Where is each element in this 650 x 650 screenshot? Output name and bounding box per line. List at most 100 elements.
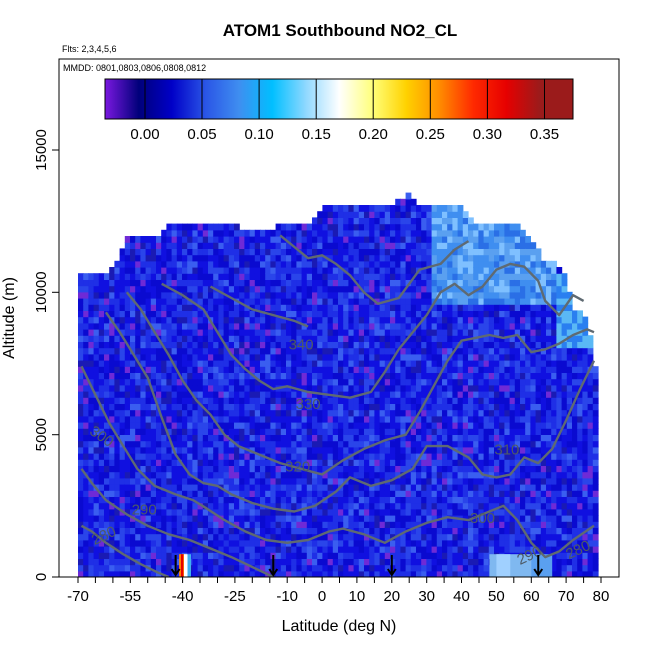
heatmap-cell: [483, 484, 490, 491]
heatmap-cell: [275, 366, 282, 373]
heatmap-cell: [296, 242, 303, 249]
heatmap-cell: [488, 291, 495, 299]
heatmap-cell: [332, 242, 339, 249]
heatmap-cell: [171, 248, 178, 256]
heatmap-cell: [499, 453, 505, 460]
heatmap-cell: [208, 453, 214, 460]
heatmap-cell: [457, 279, 464, 287]
heatmap-cell: [358, 564, 365, 572]
heatmap-cell: [98, 391, 105, 398]
heatmap-cell: [228, 384, 235, 392]
heatmap-cell: [447, 397, 453, 404]
heatmap-cell: [374, 254, 381, 262]
heatmap-cell: [223, 558, 230, 566]
heatmap-cell: [161, 515, 167, 522]
heatmap-cell: [379, 378, 386, 386]
heatmap-cell: [338, 341, 344, 349]
heatmap-cell: [468, 459, 474, 466]
heatmap-cell: [228, 291, 235, 299]
heatmap-cell: [317, 552, 323, 559]
heatmap-cell: [374, 397, 381, 404]
heatmap-cell: [494, 347, 500, 355]
heatmap-cell: [405, 440, 412, 448]
heatmap-cell: [296, 341, 303, 349]
heatmap-cell: [161, 477, 167, 485]
heatmap-cell: [114, 378, 121, 386]
heatmap-cell: [468, 360, 474, 367]
heatmap-cell: [223, 322, 230, 330]
heatmap-cell: [509, 335, 516, 342]
heatmap-cell: [202, 521, 209, 528]
heatmap-cell: [364, 570, 370, 577]
heatmap-cell: [390, 484, 396, 491]
heatmap-cell: [306, 403, 313, 411]
heatmap-cell: [452, 465, 459, 473]
heatmap-cell: [421, 428, 427, 435]
heatmap-cell: [379, 527, 386, 535]
heatmap-cell: [265, 465, 271, 473]
heatmap-cell: [364, 248, 370, 256]
heatmap-cell: [109, 335, 115, 342]
heatmap-cell: [457, 409, 464, 417]
heatmap-cell: [499, 403, 505, 411]
heatmap-cell: [525, 397, 531, 404]
heatmap-cell: [213, 539, 219, 547]
heatmap-cell: [218, 372, 225, 380]
heatmap-cell: [509, 490, 516, 497]
heatmap-cell: [410, 310, 417, 318]
heatmap-cell: [234, 564, 240, 572]
heatmap-cell: [504, 409, 511, 417]
heatmap-cell: [338, 291, 344, 299]
heatmap-cell: [192, 347, 199, 355]
heatmap-cell: [327, 335, 334, 342]
heatmap-cell: [369, 341, 375, 349]
heatmap-cell: [301, 353, 308, 361]
heatmap-cell: [426, 285, 433, 293]
heatmap-cell: [405, 242, 412, 249]
heatmap-cell: [353, 409, 360, 417]
heatmap-cell: [509, 316, 516, 324]
heatmap-cell: [488, 459, 495, 466]
heatmap-cell: [187, 347, 193, 355]
heatmap-cell: [270, 446, 277, 454]
heatmap-cell: [161, 471, 167, 479]
heatmap-cell: [390, 248, 396, 256]
heatmap-cell: [322, 248, 329, 256]
heatmap-cell: [374, 273, 381, 280]
heatmap-cell: [208, 446, 214, 454]
heatmap-cell: [478, 490, 485, 497]
heatmap-cell: [104, 453, 110, 460]
heatmap-cell: [353, 533, 360, 541]
heatmap-cell: [514, 484, 521, 491]
heatmap-cell: [379, 353, 386, 361]
heatmap-cell: [421, 236, 427, 243]
heatmap-cell: [291, 558, 297, 566]
heatmap-cell: [280, 304, 287, 311]
heatmap-cell: [130, 329, 136, 336]
heatmap-cell: [150, 335, 157, 342]
heatmap-cell: [265, 471, 271, 479]
heatmap-cell: [416, 477, 422, 485]
heatmap-cell: [504, 372, 511, 380]
heatmap-cell: [514, 341, 521, 349]
heatmap-cell: [244, 558, 251, 566]
heatmap-cell: [98, 558, 105, 566]
heatmap-cell: [296, 446, 303, 454]
heatmap-cell: [447, 322, 453, 330]
heatmap-cell: [275, 335, 282, 342]
heatmap-cell: [379, 490, 386, 497]
heatmap-cell: [156, 360, 162, 367]
heatmap-cell: [494, 471, 500, 479]
heatmap-cell: [447, 254, 453, 262]
heatmap-cell: [109, 459, 115, 466]
heatmap-cell: [379, 415, 386, 423]
heatmap-cell: [192, 310, 199, 318]
heatmap-cell: [312, 570, 318, 577]
heatmap-cell: [104, 552, 110, 559]
heatmap-cell: [213, 428, 219, 435]
chart-subtitle: Flts: 2,3,4,5,6: [62, 44, 117, 54]
heatmap-cell: [109, 422, 115, 429]
heatmap-cell: [291, 378, 297, 386]
heatmap-cell: [384, 254, 391, 262]
heatmap-cell: [223, 570, 230, 577]
